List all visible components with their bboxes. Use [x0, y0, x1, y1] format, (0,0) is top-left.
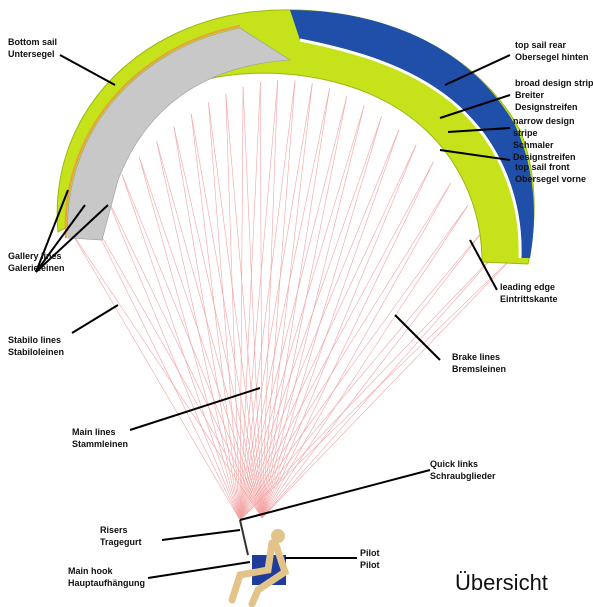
label: Eintrittskante — [500, 294, 558, 304]
leader — [148, 562, 250, 578]
leader — [72, 305, 118, 333]
suspension-line — [70, 230, 262, 518]
suspension-line — [226, 94, 240, 520]
label: Pilot — [360, 560, 380, 570]
pilot-body — [232, 543, 285, 604]
riser — [240, 520, 248, 555]
suspension-line — [262, 162, 433, 518]
bottom-sail — [68, 28, 290, 240]
label: Hauptaufhängung — [68, 578, 145, 588]
leader — [162, 530, 240, 540]
label: narrow design — [513, 116, 575, 126]
suspension-line — [240, 145, 416, 520]
suspension-line — [139, 157, 262, 518]
label: Main hook — [68, 566, 113, 576]
title: Übersicht — [455, 570, 548, 595]
label: Galerieleinen — [8, 263, 65, 273]
suspension-line — [240, 130, 399, 520]
suspension-line — [262, 117, 382, 518]
label: broad design stripe — [515, 78, 593, 88]
suspension-line — [262, 145, 416, 518]
label: stripe — [513, 128, 538, 138]
pilot — [232, 520, 286, 604]
suspension-line — [240, 80, 295, 520]
label: Bremsleinen — [452, 364, 506, 374]
label: Obersegel hinten — [515, 52, 589, 62]
suspension-line — [240, 105, 364, 520]
label: Gallery lines — [8, 251, 62, 261]
label: Main lines — [72, 427, 116, 437]
label: Risers — [100, 525, 128, 535]
suspension-line — [174, 127, 240, 520]
suspension-line — [139, 157, 240, 520]
suspension-line — [191, 114, 262, 518]
label: Designstreifen — [515, 102, 578, 112]
label: Quick links — [430, 459, 478, 469]
suspension-line — [240, 87, 243, 520]
suspension-line — [87, 211, 240, 520]
label: top sail rear — [515, 40, 567, 50]
suspension-line — [260, 82, 262, 518]
suspension-line — [122, 174, 240, 520]
diagram: Bottom sail Untersegel top sail rear Oberse… — [0, 0, 593, 607]
label: Pilot — [360, 548, 380, 558]
leader — [395, 315, 440, 360]
label: Untersegel — [8, 49, 55, 59]
label: Stabiloleinen — [8, 347, 64, 357]
suspension-line — [262, 130, 399, 518]
leader — [60, 55, 115, 85]
label: Schraubglieder — [430, 471, 496, 481]
label: Stabilo lines — [8, 335, 61, 345]
suspension-line — [240, 183, 451, 520]
label: leading edge — [500, 282, 555, 292]
label: Designstreifen — [513, 152, 576, 162]
suspension-line — [240, 82, 260, 520]
label: Brake lines — [452, 352, 500, 362]
suspension-line — [87, 211, 262, 518]
label: Tragegurt — [100, 537, 142, 547]
suspension-line — [157, 141, 240, 520]
label: Breiter — [515, 90, 545, 100]
label: Schmaler — [513, 140, 554, 150]
label: top sail front — [515, 162, 570, 172]
label: Bottom sail — [8, 37, 57, 47]
label: Stammleinen — [72, 439, 128, 449]
suspension-line — [240, 83, 312, 520]
label: Obersegel vorne — [515, 174, 586, 184]
suspension-line — [105, 192, 240, 520]
suspension-line — [240, 88, 330, 520]
suspension-line — [70, 230, 240, 520]
suspension-line — [174, 127, 262, 518]
